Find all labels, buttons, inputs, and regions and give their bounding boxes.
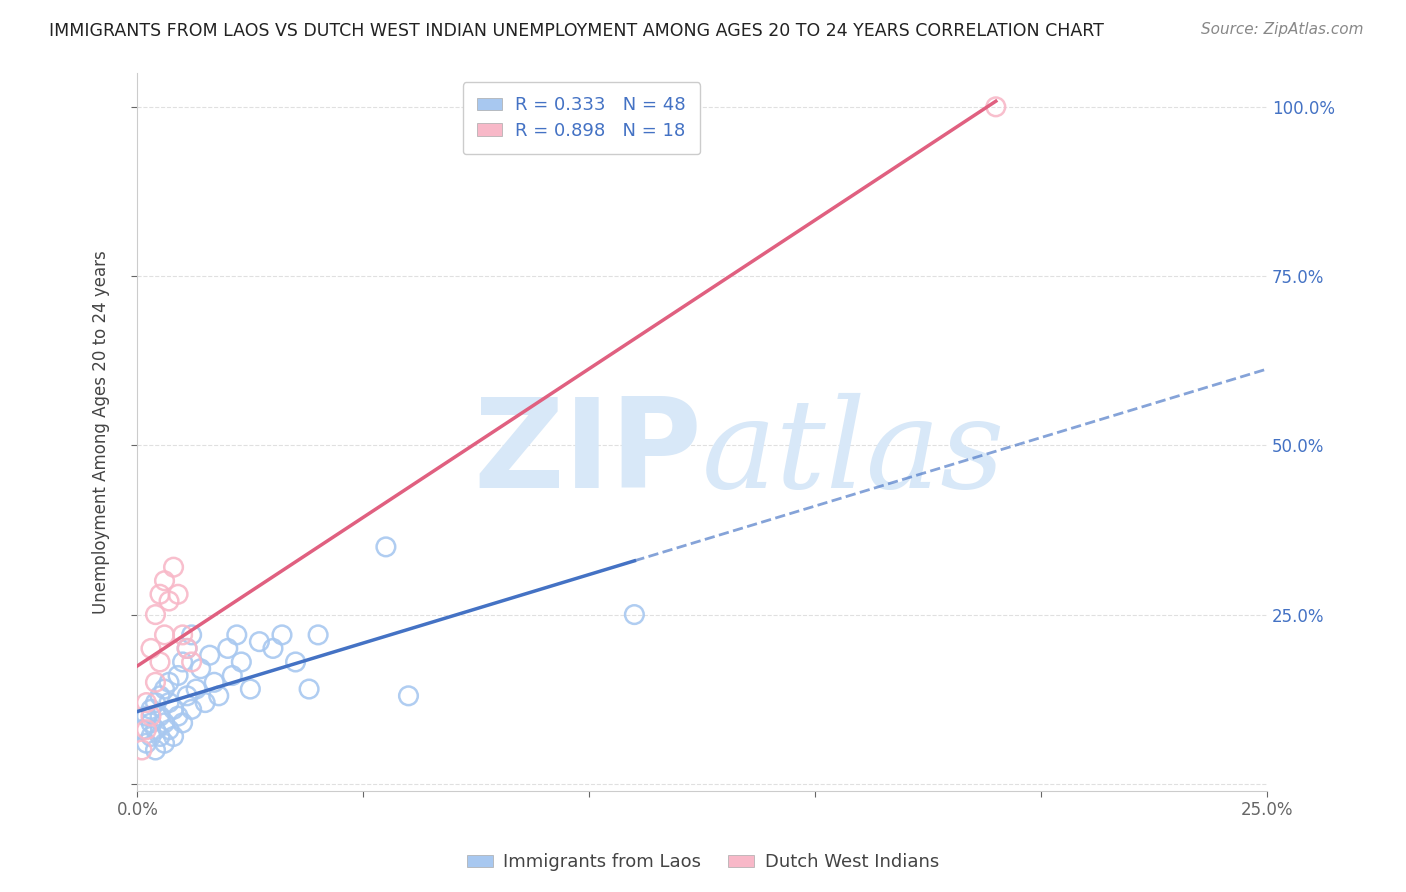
Point: [172, 628, 194, 642]
Point: [162, 730, 184, 744]
Point: [153, 574, 176, 588]
Point: [186, 681, 208, 696]
Point: [145, 743, 167, 757]
Point: [176, 641, 198, 656]
Point: [145, 675, 167, 690]
Point: [157, 696, 180, 710]
Point: [221, 668, 243, 682]
Point: [153, 681, 176, 696]
Point: [139, 715, 162, 730]
Point: [139, 702, 162, 716]
Point: [984, 100, 1007, 114]
Point: [180, 702, 202, 716]
Y-axis label: Unemployment Among Ages 20 to 24 years: Unemployment Among Ages 20 to 24 years: [93, 250, 110, 614]
Point: [135, 709, 157, 723]
Point: [167, 668, 190, 682]
Legend: R = 0.333   N = 48, R = 0.898   N = 18: R = 0.333 N = 48, R = 0.898 N = 18: [463, 82, 700, 154]
Point: [180, 628, 202, 642]
Legend: Immigrants from Laos, Dutch West Indians: Immigrants from Laos, Dutch West Indians: [460, 847, 946, 879]
Point: [374, 540, 396, 554]
Point: [172, 655, 194, 669]
Point: [225, 628, 247, 642]
Point: [194, 696, 217, 710]
Point: [176, 689, 198, 703]
Point: [135, 736, 157, 750]
Point: [162, 560, 184, 574]
Point: [149, 689, 172, 703]
Text: IMMIGRANTS FROM LAOS VS DUTCH WEST INDIAN UNEMPLOYMENT AMONG AGES 20 TO 24 YEARS: IMMIGRANTS FROM LAOS VS DUTCH WEST INDIA…: [49, 22, 1104, 40]
Point: [623, 607, 645, 622]
Point: [231, 655, 253, 669]
Text: Source: ZipAtlas.com: Source: ZipAtlas.com: [1201, 22, 1364, 37]
Text: ZIP: ZIP: [474, 392, 702, 514]
Point: [307, 628, 329, 642]
Point: [139, 730, 162, 744]
Point: [153, 736, 176, 750]
Point: [262, 641, 284, 656]
Point: [198, 648, 221, 663]
Point: [157, 594, 180, 608]
Point: [135, 723, 157, 737]
Point: [135, 696, 157, 710]
Point: [247, 634, 270, 648]
Point: [131, 723, 153, 737]
Point: [149, 730, 172, 744]
Point: [176, 641, 198, 656]
Point: [153, 715, 176, 730]
Point: [157, 675, 180, 690]
Point: [153, 628, 176, 642]
Point: [398, 689, 420, 703]
Point: [271, 628, 294, 642]
Point: [284, 655, 307, 669]
Point: [149, 709, 172, 723]
Point: [180, 655, 202, 669]
Point: [145, 723, 167, 737]
Point: [157, 723, 180, 737]
Point: [167, 587, 190, 601]
Point: [149, 655, 172, 669]
Point: [145, 607, 167, 622]
Point: [208, 689, 231, 703]
Point: [298, 681, 321, 696]
Point: [145, 696, 167, 710]
Point: [162, 702, 184, 716]
Point: [131, 743, 153, 757]
Point: [172, 715, 194, 730]
Point: [167, 709, 190, 723]
Point: [239, 681, 262, 696]
Point: [139, 709, 162, 723]
Point: [202, 675, 225, 690]
Point: [149, 587, 172, 601]
Point: [190, 662, 212, 676]
Text: atlas: atlas: [702, 392, 1005, 514]
Point: [217, 641, 239, 656]
Point: [139, 641, 162, 656]
